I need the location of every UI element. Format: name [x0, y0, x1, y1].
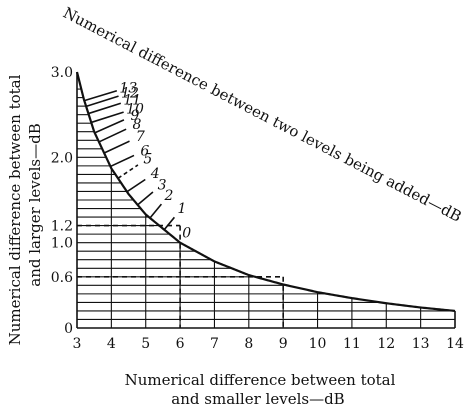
x-tick-labels: 3 4 5 6 7 8 9 10 11 12 13 14 [73, 336, 464, 352]
x-tick-label: 7 [210, 336, 219, 352]
difference-line [98, 128, 127, 143]
difference-line [94, 119, 125, 134]
difference-line [126, 178, 146, 193]
difference-line [88, 102, 122, 115]
diagonal-axis-label: Numerical difference between two levels … [60, 4, 464, 226]
difference-label: 6 [140, 143, 149, 159]
x-tick-label: 5 [141, 336, 150, 352]
y-tick-label: 2.0 [51, 150, 73, 166]
difference-line [90, 111, 124, 124]
difference-line [149, 203, 163, 219]
difference-line [85, 95, 119, 108]
difference-label: 8 [133, 117, 142, 133]
x-tick-label: 11 [343, 336, 361, 352]
difference-label: 0 [182, 226, 191, 242]
difference-label: 7 [136, 129, 145, 145]
difference-label: 2 [164, 188, 174, 204]
difference-label: 10 [126, 101, 144, 117]
y-tick-label: 1.2 [51, 219, 73, 235]
difference-line [110, 154, 135, 168]
difference-label: 4 [150, 166, 160, 182]
difference-label: 11 [123, 93, 141, 109]
total-level-curve [75, 71, 456, 313]
x-tick-label: 3 [73, 336, 82, 352]
x-tick-label: 6 [176, 336, 185, 352]
x-axis-label-line2: and smaller levels—dB [171, 390, 344, 408]
difference-line [117, 164, 139, 179]
x-tick-label: 10 [309, 336, 327, 352]
difference-label: 3 [158, 177, 167, 193]
y-tick-label: 1.0 [51, 236, 73, 252]
difference-label: 12 [121, 85, 139, 101]
y-tick-label: 0.6 [51, 270, 73, 286]
x-tick-label: 8 [244, 336, 253, 352]
x-tick-label: 12 [377, 336, 395, 352]
x-axis-label-line1: Numerical difference between total [125, 371, 396, 389]
y-tick-label: 0 [64, 321, 73, 337]
difference-line [103, 140, 130, 154]
example-dashed-lines [77, 224, 284, 328]
x-tick-label: 13 [412, 336, 430, 352]
y-tick-label: 3.0 [51, 65, 73, 81]
x-tick-label: 9 [279, 336, 288, 352]
difference-label: 13 [119, 80, 137, 96]
difference-label: 9 [130, 108, 139, 124]
difference-lines [84, 90, 176, 231]
difference-label: 5 [143, 151, 152, 167]
y-axis-label-line1: Numerical difference between total [6, 74, 24, 345]
hatch-grid [77, 88, 455, 328]
y-axis-label-line2: and larger levels—dB [26, 123, 44, 286]
difference-line [163, 216, 176, 231]
difference-line [84, 90, 118, 102]
y-tick-labels: 0 0.6 1.01.2 2.0 3.0 [51, 65, 73, 337]
difference-label: 1 [178, 201, 187, 217]
x-tick-label: 14 [446, 336, 464, 352]
x-tick-label: 4 [107, 336, 116, 352]
difference-line [137, 191, 154, 206]
